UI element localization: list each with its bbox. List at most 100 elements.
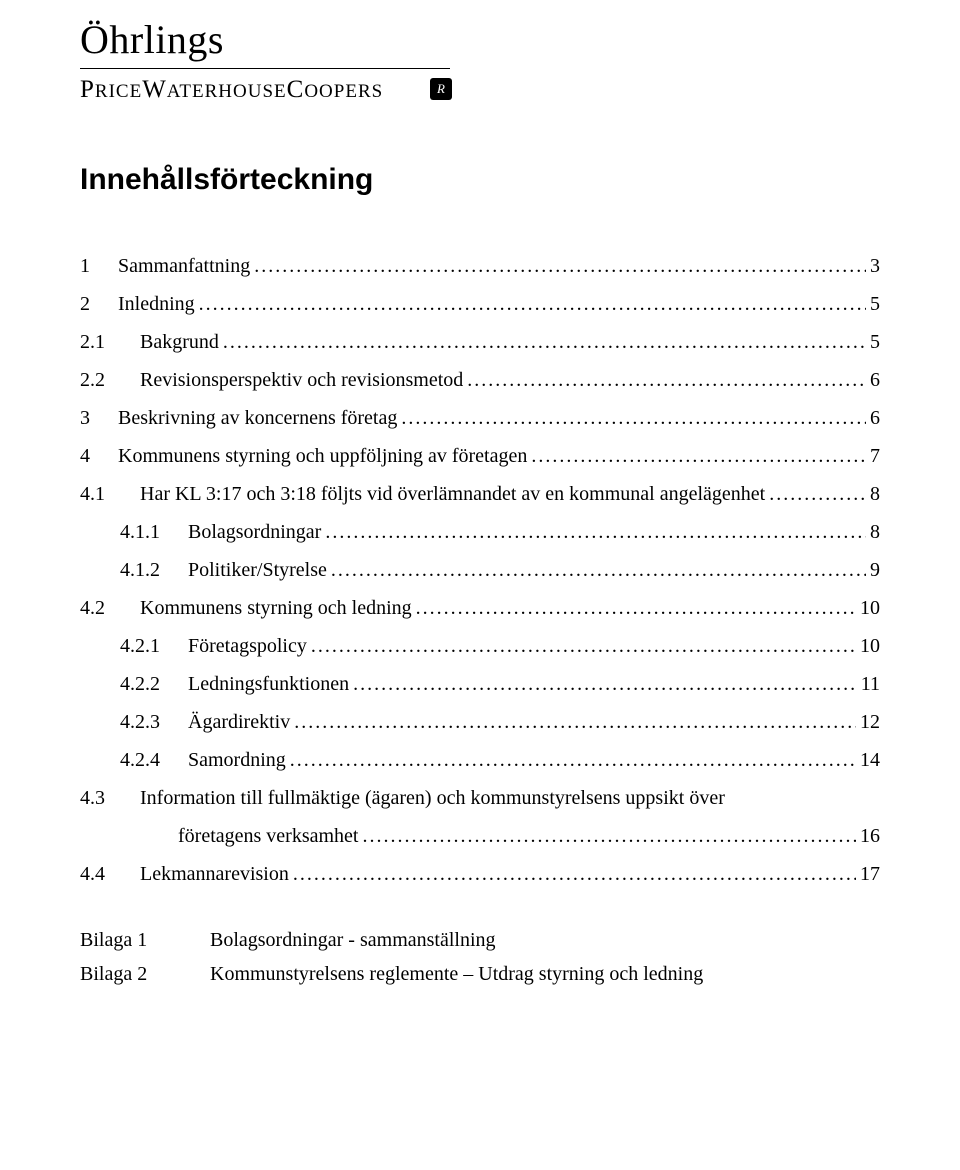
toc-leader <box>769 475 866 513</box>
toc-label: Företagspolicy <box>188 627 307 665</box>
toc-number: 4.1.1 <box>120 513 188 551</box>
appendix-value: Kommunstyrelsens reglemente – Utdrag sty… <box>210 957 880 991</box>
toc-number: 4.4 <box>80 855 140 893</box>
toc-page-number: 5 <box>870 323 880 361</box>
toc-label: Information till fullmäktige (ägaren) oc… <box>140 779 725 817</box>
toc-label: Kommunens styrning och uppföljning av fö… <box>118 437 527 475</box>
toc-page-number: 17 <box>860 855 880 893</box>
page-title: Innehållsförteckning <box>80 163 880 197</box>
company-logo: Öhrlings PRICEWATERHOUSECOOPERS R <box>80 20 880 103</box>
toc-label: Beskrivning av koncernens företag <box>118 399 397 437</box>
toc-leader <box>401 399 866 437</box>
toc-label: Bolagsordningar <box>188 513 321 551</box>
toc-label: Inledning <box>118 285 195 323</box>
toc-leader <box>290 741 856 779</box>
toc-label: Revisionsperspektiv och revisionsmetod <box>140 361 463 399</box>
appendix-key: Bilaga 2 <box>80 957 210 991</box>
appendix-entry: Bilaga 1Bolagsordningar - sammanställnin… <box>80 923 880 957</box>
toc-leader <box>311 627 856 665</box>
toc-leader <box>294 703 856 741</box>
toc-page-number: 16 <box>860 817 880 855</box>
toc-leader <box>331 551 866 589</box>
toc-entry: 4.4Lekmannarevision 17 <box>80 855 880 893</box>
toc-page-number: 7 <box>870 437 880 475</box>
toc-label: Samordning <box>188 741 286 779</box>
toc-page-number: 12 <box>860 703 880 741</box>
toc-entry: 4.1.1Bolagsordningar 8 <box>80 513 880 551</box>
toc-entry: 4.1Har KL 3:17 och 3:18 följts vid överl… <box>80 475 880 513</box>
toc-label: Ledningsfunktionen <box>188 665 349 703</box>
appendix-value: Bolagsordningar - sammanställning <box>210 923 880 957</box>
toc-number: 2.2 <box>80 361 140 399</box>
toc-entry-line1: 4.3Information till fullmäktige (ägaren)… <box>80 779 880 817</box>
toc-number: 1 <box>80 247 118 285</box>
logo-top-text: Öhrlings <box>80 20 880 60</box>
document-page: Öhrlings PRICEWATERHOUSECOOPERS R Innehå… <box>0 0 960 1170</box>
toc-page-number: 9 <box>870 551 880 589</box>
toc-label: Har KL 3:17 och 3:18 följts vid överlämn… <box>140 475 765 513</box>
logo-pwc-row: PRICEWATERHOUSECOOPERS R <box>80 75 880 103</box>
appendix-list: Bilaga 1Bolagsordningar - sammanställnin… <box>80 923 880 991</box>
pwc-wordmark-icon: PRICEWATERHOUSECOOPERS <box>80 75 420 103</box>
toc-entry: 4.3Information till fullmäktige (ägaren)… <box>80 779 880 855</box>
logo-divider <box>80 68 450 69</box>
toc-number: 4.2.4 <box>120 741 188 779</box>
toc-number: 4.3 <box>80 779 140 817</box>
toc-entry: 4.2.2Ledningsfunktionen 11 <box>80 665 880 703</box>
toc-number: 4.2.3 <box>120 703 188 741</box>
toc-page-number: 3 <box>870 247 880 285</box>
toc-entry: 4.1.2Politiker/Styrelse 9 <box>80 551 880 589</box>
toc-label: Sammanfattning <box>118 247 250 285</box>
toc-entry: 4Kommunens styrning och uppföljning av f… <box>80 437 880 475</box>
toc-entry: 3Beskrivning av koncernens företag 6 <box>80 399 880 437</box>
toc-leader <box>325 513 866 551</box>
toc-number: 4.1 <box>80 475 140 513</box>
toc-leader <box>531 437 866 475</box>
pwc-square-mark-icon: R <box>430 78 452 100</box>
toc-leader <box>293 855 856 893</box>
toc-entry: 2Inledning 5 <box>80 285 880 323</box>
appendix-key: Bilaga 1 <box>80 923 210 957</box>
toc-label: Kommunens styrning och ledning <box>140 589 412 627</box>
toc-label: Politiker/Styrelse <box>188 551 327 589</box>
toc-entry: 4.2.3Ägardirektiv 12 <box>80 703 880 741</box>
toc-leader <box>254 247 866 285</box>
toc-label: Bakgrund <box>140 323 219 361</box>
toc-number: 2 <box>80 285 118 323</box>
toc-page-number: 8 <box>870 513 880 551</box>
toc-page-number: 11 <box>861 665 880 703</box>
toc-page-number: 10 <box>860 627 880 665</box>
appendix-entry: Bilaga 2Kommunstyrelsens reglemente – Ut… <box>80 957 880 991</box>
toc-leader <box>362 817 856 855</box>
svg-text:PRICEWATERHOUSECOOPERS: PRICEWATERHOUSECOOPERS <box>80 76 383 103</box>
toc-entry: 2.1Bakgrund 5 <box>80 323 880 361</box>
toc-entry: 4.2.4Samordning 14 <box>80 741 880 779</box>
toc-leader <box>467 361 866 399</box>
toc-page-number: 8 <box>870 475 880 513</box>
toc-leader <box>223 323 866 361</box>
table-of-contents: 1Sammanfattning32Inledning52.1Bakgrund52… <box>80 247 880 893</box>
toc-page-number: 10 <box>860 589 880 627</box>
toc-leader <box>416 589 856 627</box>
toc-number: 4 <box>80 437 118 475</box>
toc-page-number: 14 <box>860 741 880 779</box>
toc-page-number: 6 <box>870 361 880 399</box>
toc-number: 4.2.2 <box>120 665 188 703</box>
toc-entry: 4.2Kommunens styrning och ledning 10 <box>80 589 880 627</box>
toc-entry-line2: företagens verksamhet 16 <box>80 817 880 855</box>
toc-number: 4.2 <box>80 589 140 627</box>
toc-leader <box>199 285 866 323</box>
toc-number: 3 <box>80 399 118 437</box>
toc-label: Lekmannarevision <box>140 855 289 893</box>
toc-entry: 1Sammanfattning 3 <box>80 247 880 285</box>
toc-number: 4.1.2 <box>120 551 188 589</box>
toc-entry: 2.2Revisionsperspektiv och revisionsmeto… <box>80 361 880 399</box>
toc-label: Ägardirektiv <box>188 703 290 741</box>
toc-number: 2.1 <box>80 323 140 361</box>
toc-page-number: 5 <box>870 285 880 323</box>
toc-leader <box>353 665 857 703</box>
toc-page-number: 6 <box>870 399 880 437</box>
toc-entry: 4.2.1Företagspolicy 10 <box>80 627 880 665</box>
toc-label: företagens verksamhet <box>178 817 358 855</box>
toc-number: 4.2.1 <box>120 627 188 665</box>
